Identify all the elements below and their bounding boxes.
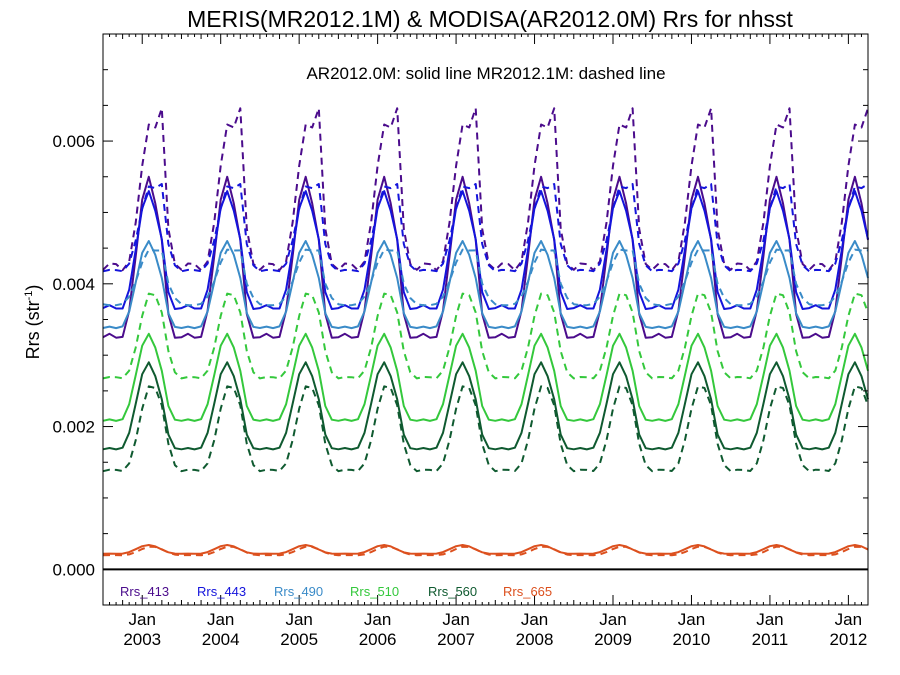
series-line-rrs-413-solid (102, 175, 869, 339)
series-line-rrs-490-dashed (102, 248, 869, 307)
x-tick-label-year: 2012 (829, 630, 867, 649)
x-tick-label-year: 2008 (516, 630, 554, 649)
x-tick-label-year: 2009 (594, 630, 632, 649)
chart-title: MERIS(MR2012.1M) & MODISA(AR2012.0M) Rrs… (187, 6, 793, 32)
y-axis-label-close: ) (23, 285, 43, 291)
x-tick-label-year: 2007 (437, 630, 475, 649)
y-tick-label: 0.006 (52, 132, 95, 151)
x-tick-label-year: 2010 (673, 630, 711, 649)
legend: Rrs_413 Rrs_443 Rrs_490 Rrs_510 Rrs_560 Rrs_6… (120, 584, 552, 599)
legend-item-rrs-443: Rrs_443 (197, 584, 246, 599)
x-tick-label-month: Jan (129, 610, 156, 629)
y-tick-label: 0.000 (52, 560, 95, 579)
series-line-rrs-665-solid (102, 544, 869, 555)
series-line-rrs-510-dashed (102, 292, 869, 380)
x-tick-label-year: 2003 (123, 630, 161, 649)
x-tick-label-year: 2006 (359, 630, 397, 649)
y-tick-label: 0.004 (52, 275, 95, 294)
series-line-rrs-443-solid (102, 190, 869, 310)
y-axis-label-superscript: -1 (23, 291, 35, 301)
x-tick-label-year: 2005 (280, 630, 318, 649)
legend-item-rrs-560: Rrs_560 (428, 584, 477, 599)
x-tick-label-month: Jan (285, 610, 312, 629)
legend-item-rrs-510: Rrs_510 (350, 584, 399, 599)
legend-item-rrs-665: Rrs_665 (503, 584, 552, 599)
x-tick-label-month: Jan (521, 610, 548, 629)
legend-item-rrs-490: Rrs_490 (274, 584, 323, 599)
x-tick-label-month: Jan (678, 610, 705, 629)
series-line-rrs-560-solid (102, 361, 869, 451)
series-line-rrs-443-dashed (102, 183, 869, 273)
chart-annotation: AR2012.0M: solid line MR2012.1M: dashed … (306, 64, 665, 83)
series-line-rrs-413-dashed (102, 107, 869, 272)
x-tick-label-month: Jan (756, 610, 783, 629)
x-tick-label-year: 2004 (202, 630, 240, 649)
x-tick-label-month: Jan (207, 610, 234, 629)
y-axis-label: Rrs (str-1) (23, 285, 43, 360)
y-tick-label: 0.002 (52, 418, 95, 437)
x-tick-label-month: Jan (442, 610, 469, 629)
y-axis-label-base: Rrs (str (23, 300, 43, 359)
x-tick-label-month: Jan (599, 610, 626, 629)
legend-item-rrs-413: Rrs_413 (120, 584, 169, 599)
x-tick-label-month: Jan (364, 610, 391, 629)
series-line-rrs-490-solid (102, 240, 869, 330)
x-tick-label-month: Jan (835, 610, 862, 629)
x-tick-label-year: 2011 (752, 630, 789, 649)
series-line-rrs-510-solid (102, 332, 869, 422)
series-line-rrs-560-dashed (102, 385, 869, 473)
ticks-layer: 0.0000.0020.0040.006Jan2003Jan2004Jan200… (52, 33, 869, 649)
series-layer (102, 107, 869, 557)
